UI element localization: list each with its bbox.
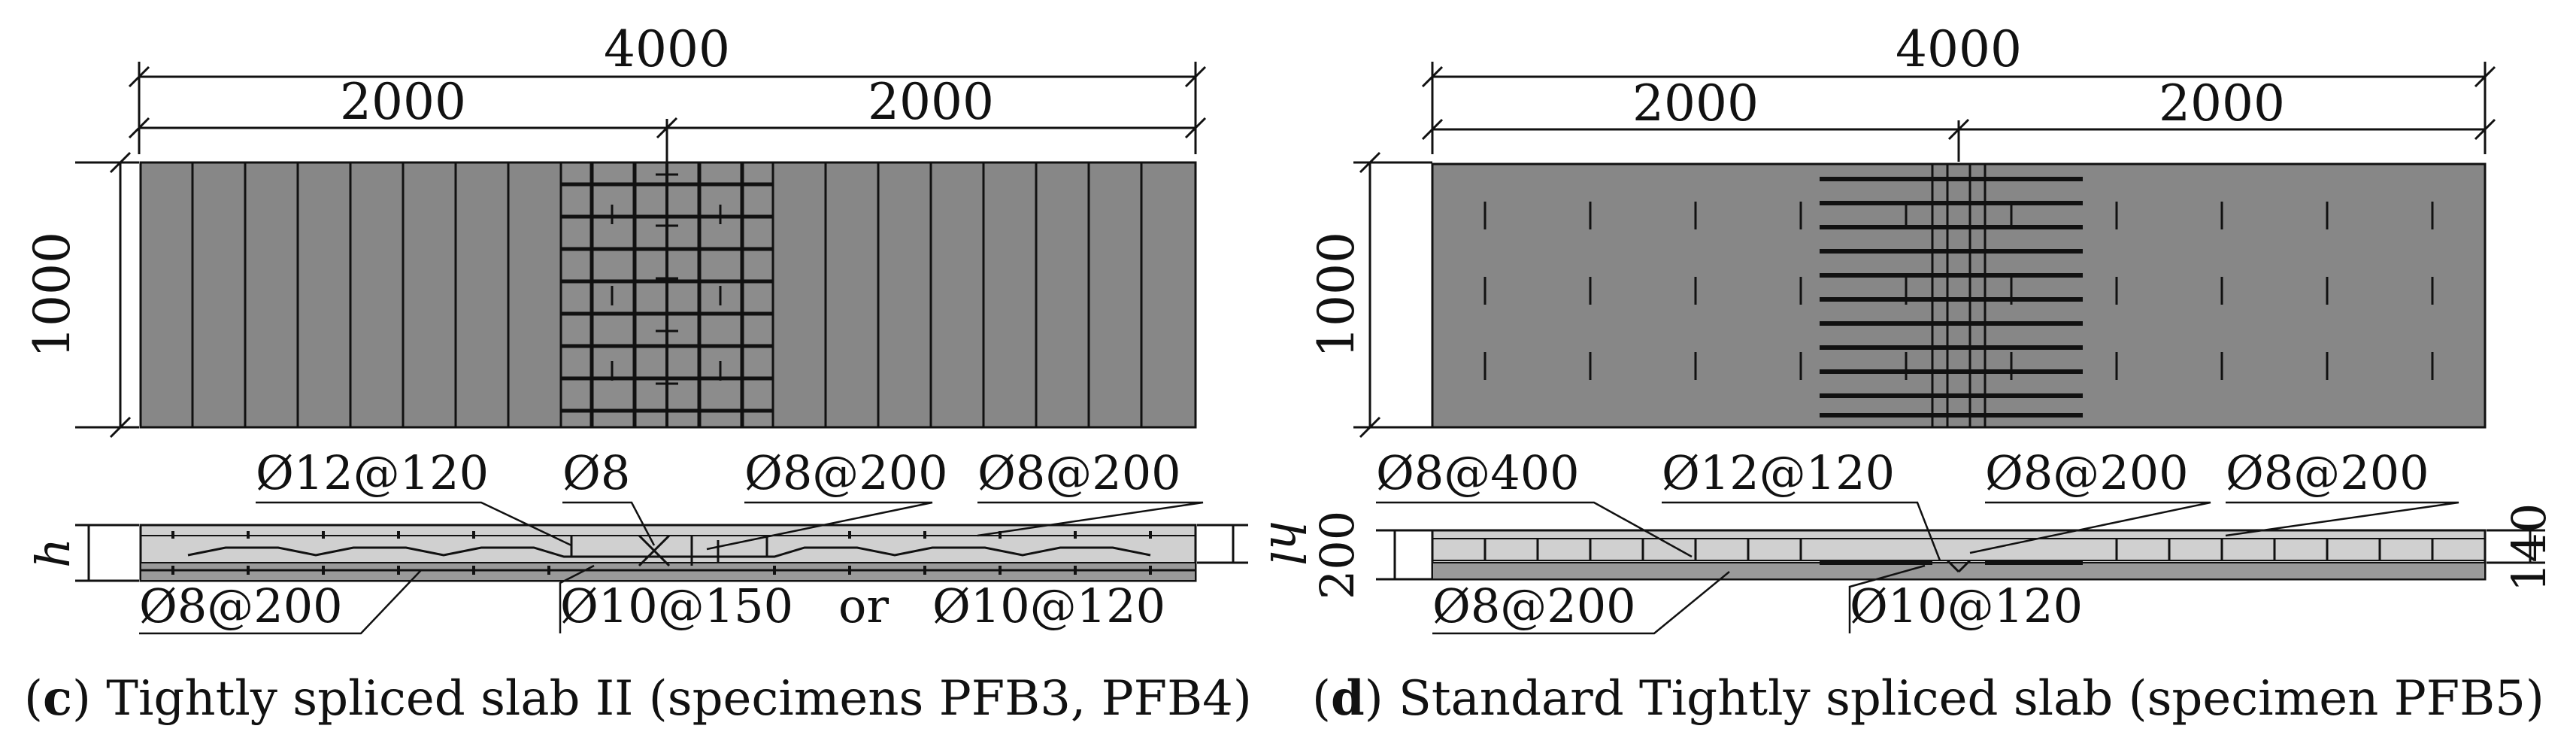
- label-c-3: Ø8@200: [744, 445, 948, 500]
- joint-mesh-d: [1820, 164, 2083, 427]
- caption-d-letter: d: [1331, 670, 1365, 727]
- panel-d: 4000 2000 2000 1000: [1308, 20, 2556, 727]
- dim-left-d: 2000: [1632, 74, 1759, 132]
- label-c-2: Ø8: [562, 445, 630, 500]
- section-d: [1431, 529, 2487, 581]
- joint-mesh-c: [559, 161, 774, 429]
- dim-section-left-d: 200: [1310, 511, 1365, 600]
- label-c-1: Ø12@120: [256, 445, 489, 500]
- dim-total-c: 4000: [604, 20, 730, 78]
- section-dims-d: [1376, 529, 2545, 581]
- dim-left-c: 2000: [340, 73, 466, 131]
- label-d-2: Ø12@120: [1662, 445, 1895, 500]
- label-d-4: Ø8@200: [2226, 445, 2429, 500]
- dim-h1-c: hl: [1259, 521, 1314, 566]
- label-d-5: Ø8@200: [1432, 578, 1636, 633]
- slab-bars-d: [1483, 202, 2434, 380]
- dim-h-c: h: [26, 538, 80, 568]
- caption-c: (c) Tightly spliced slab II (specimens P…: [24, 670, 1252, 727]
- section-c: [139, 524, 1197, 582]
- slab-joints-c: [191, 162, 1143, 427]
- section-dims-c: [75, 524, 1248, 582]
- caption-c-text: Tightly spliced slab II (specimens PFB3,…: [91, 671, 1252, 727]
- label-d-1: Ø8@400: [1376, 445, 1580, 500]
- dim-total-d: 4000: [1896, 20, 2022, 78]
- label-c-5: Ø8@200: [139, 578, 343, 633]
- leaders-d: [1376, 501, 2459, 635]
- label-c-6: Ø10@150: [560, 578, 793, 633]
- panel-c: 4000 2000 2000 1000: [23, 20, 1314, 727]
- dim-height-d: 1000: [1308, 232, 1365, 358]
- slab-plan-d: [1431, 162, 2487, 429]
- label-d-3: Ø8@200: [1985, 445, 2189, 500]
- dim-section-right-d: 140: [2502, 503, 2556, 592]
- dimension-lines-d: [1353, 62, 2496, 439]
- label-c-4: Ø8@200: [977, 445, 1181, 500]
- dim-right-d: 2000: [2159, 74, 2285, 132]
- caption-c-letter: c: [43, 670, 72, 727]
- dim-right-c: 2000: [868, 73, 994, 131]
- label-c-or: or: [838, 578, 889, 633]
- caption-d: (d) Standard Tightly spliced slab (speci…: [1312, 670, 2544, 727]
- leaders-c: [139, 501, 1204, 635]
- label-d-6: Ø10@120: [1850, 578, 2083, 633]
- dimension-lines-c: [75, 62, 1207, 439]
- label-c-7: Ø10@120: [932, 578, 1165, 633]
- dim-height-c: 1000: [23, 232, 81, 358]
- caption-d-text: Standard Tightly spliced slab (specimen …: [1383, 671, 2544, 727]
